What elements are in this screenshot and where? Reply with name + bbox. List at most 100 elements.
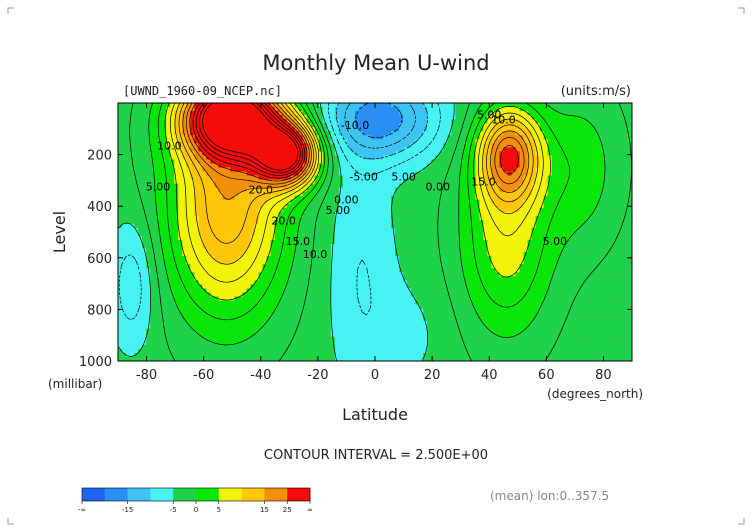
- contour-fill-cell: [391, 163, 396, 169]
- contour-fill-cell: [423, 219, 428, 225]
- contour-fill-cell: [222, 219, 228, 225]
- contour-fill-cell: [138, 123, 143, 128]
- contour-fill-cell: [218, 127, 224, 132]
- contour-fill-cell: [182, 227, 187, 233]
- contour-fill-cell: [551, 119, 557, 124]
- contour-fill-cell: [294, 103, 300, 108]
- contour-fill-cell: [366, 223, 372, 229]
- contour-fill-cell: [238, 155, 244, 161]
- contour-fill-cell: [154, 179, 159, 185]
- contour-fill-cell: [439, 135, 444, 140]
- contour-fill-cell: [118, 151, 123, 157]
- contour-fill-cell: [567, 127, 573, 132]
- contour-fill-cell: [122, 195, 127, 201]
- contour-fill-cell: [415, 219, 420, 225]
- contour-fill-cell: [206, 139, 211, 144]
- contour-fill-cell: [206, 107, 211, 112]
- contour-fill-cell: [258, 131, 264, 136]
- contour-fill-cell: [591, 248, 597, 253]
- contour-fill-cell: [555, 123, 561, 128]
- contour-fill-cell: [166, 123, 171, 128]
- contour-fill-cell: [599, 199, 605, 205]
- contour-fill-cell: [266, 103, 272, 108]
- contour-fill-cell: [270, 248, 276, 253]
- contour-fill-cell: [242, 155, 248, 161]
- contour-fill-cell: [206, 103, 211, 108]
- contour-fill-cell: [451, 252, 456, 257]
- contour-fill-cell: [122, 103, 127, 108]
- contour-fill-cell: [491, 139, 497, 144]
- contour-fill-cell: [234, 107, 240, 112]
- contour-fill-cell: [370, 139, 376, 144]
- contour-fill-cell: [459, 175, 464, 181]
- contour-fill-cell: [531, 147, 537, 152]
- contour-fill-cell: [234, 127, 240, 132]
- contour-fill-cell: [507, 115, 513, 120]
- contour-fill-cell: [138, 143, 143, 148]
- contour-fill-cell: [146, 119, 151, 124]
- contour-fill-cell: [551, 111, 557, 116]
- contour-fill-cell: [535, 191, 541, 197]
- contour-fill-cell: [391, 232, 396, 237]
- contour-fill-cell: [158, 115, 163, 120]
- contour-fill-cell: [487, 171, 493, 177]
- contour-fill-cell: [447, 244, 452, 249]
- contour-fill-cell: [282, 151, 288, 157]
- contour-fill-cell: [399, 135, 404, 140]
- contour-fill-cell: [551, 115, 557, 120]
- contour-fill-cell: [170, 187, 175, 193]
- contour-fill-cell: [459, 195, 464, 201]
- contour-fill-cell: [423, 215, 428, 221]
- contour-fill-cell: [362, 191, 368, 197]
- contour-fill-cell: [282, 123, 288, 128]
- contour-fill-cell: [523, 183, 529, 189]
- contour-fill-cell: [543, 195, 549, 201]
- contour-fill-cell: [543, 248, 549, 253]
- contour-fill-cell: [495, 111, 501, 116]
- contour-fill-cell: [611, 143, 617, 148]
- contour-fill-cell: [383, 244, 388, 249]
- contour-fill-cell: [415, 252, 420, 257]
- contour-fill-cell: [379, 183, 384, 189]
- contour-fill-cell: [503, 195, 509, 201]
- contour-fill-cell: [383, 199, 388, 205]
- contour-fill-cell: [274, 135, 280, 140]
- contour-fill-cell: [254, 207, 260, 213]
- contour-fill-cell: [535, 115, 541, 120]
- contour-fill-cell: [122, 227, 127, 233]
- contour-fill-cell: [511, 179, 517, 185]
- contour-fill-cell: [591, 139, 597, 144]
- contour-fill-cell: [178, 171, 183, 177]
- contour-fill-cell: [354, 179, 360, 185]
- contour-fill-cell: [202, 163, 207, 169]
- contour-fill-cell: [270, 127, 276, 132]
- contour-fill-cell: [571, 123, 577, 128]
- contour-fill-cell: [611, 252, 617, 257]
- contour-fill-cell: [318, 131, 324, 136]
- contour-fill-cell: [519, 227, 525, 233]
- contour-fill-cell: [282, 115, 288, 120]
- contour-fill-cell: [423, 167, 428, 173]
- contour-fill-cell: [226, 187, 232, 193]
- contour-fill-cell: [242, 147, 248, 152]
- contour-fill-cell: [443, 135, 448, 140]
- contour-fill-cell: [302, 248, 308, 253]
- contour-fill-cell: [170, 227, 175, 233]
- contour-fill-cell: [162, 167, 167, 173]
- contour-fill-cell: [571, 163, 577, 169]
- contour-fill-cell: [330, 256, 336, 261]
- contour-fill-cell: [358, 119, 364, 124]
- contour-fill-cell: [182, 244, 187, 249]
- contour-fill-cell: [262, 139, 268, 144]
- contour-fill-cell: [230, 248, 236, 253]
- contour-fill-cell: [234, 103, 240, 108]
- contour-fill-cell: [346, 179, 352, 185]
- contour-fill-cell: [258, 179, 264, 185]
- contour-fill-cell: [487, 123, 493, 128]
- contour-fill-cell: [527, 147, 533, 152]
- contour-fill-cell: [467, 179, 472, 185]
- contour-fill-cell: [286, 244, 292, 249]
- contour-fill-cell: [611, 127, 617, 132]
- contour-fill-cell: [170, 232, 175, 237]
